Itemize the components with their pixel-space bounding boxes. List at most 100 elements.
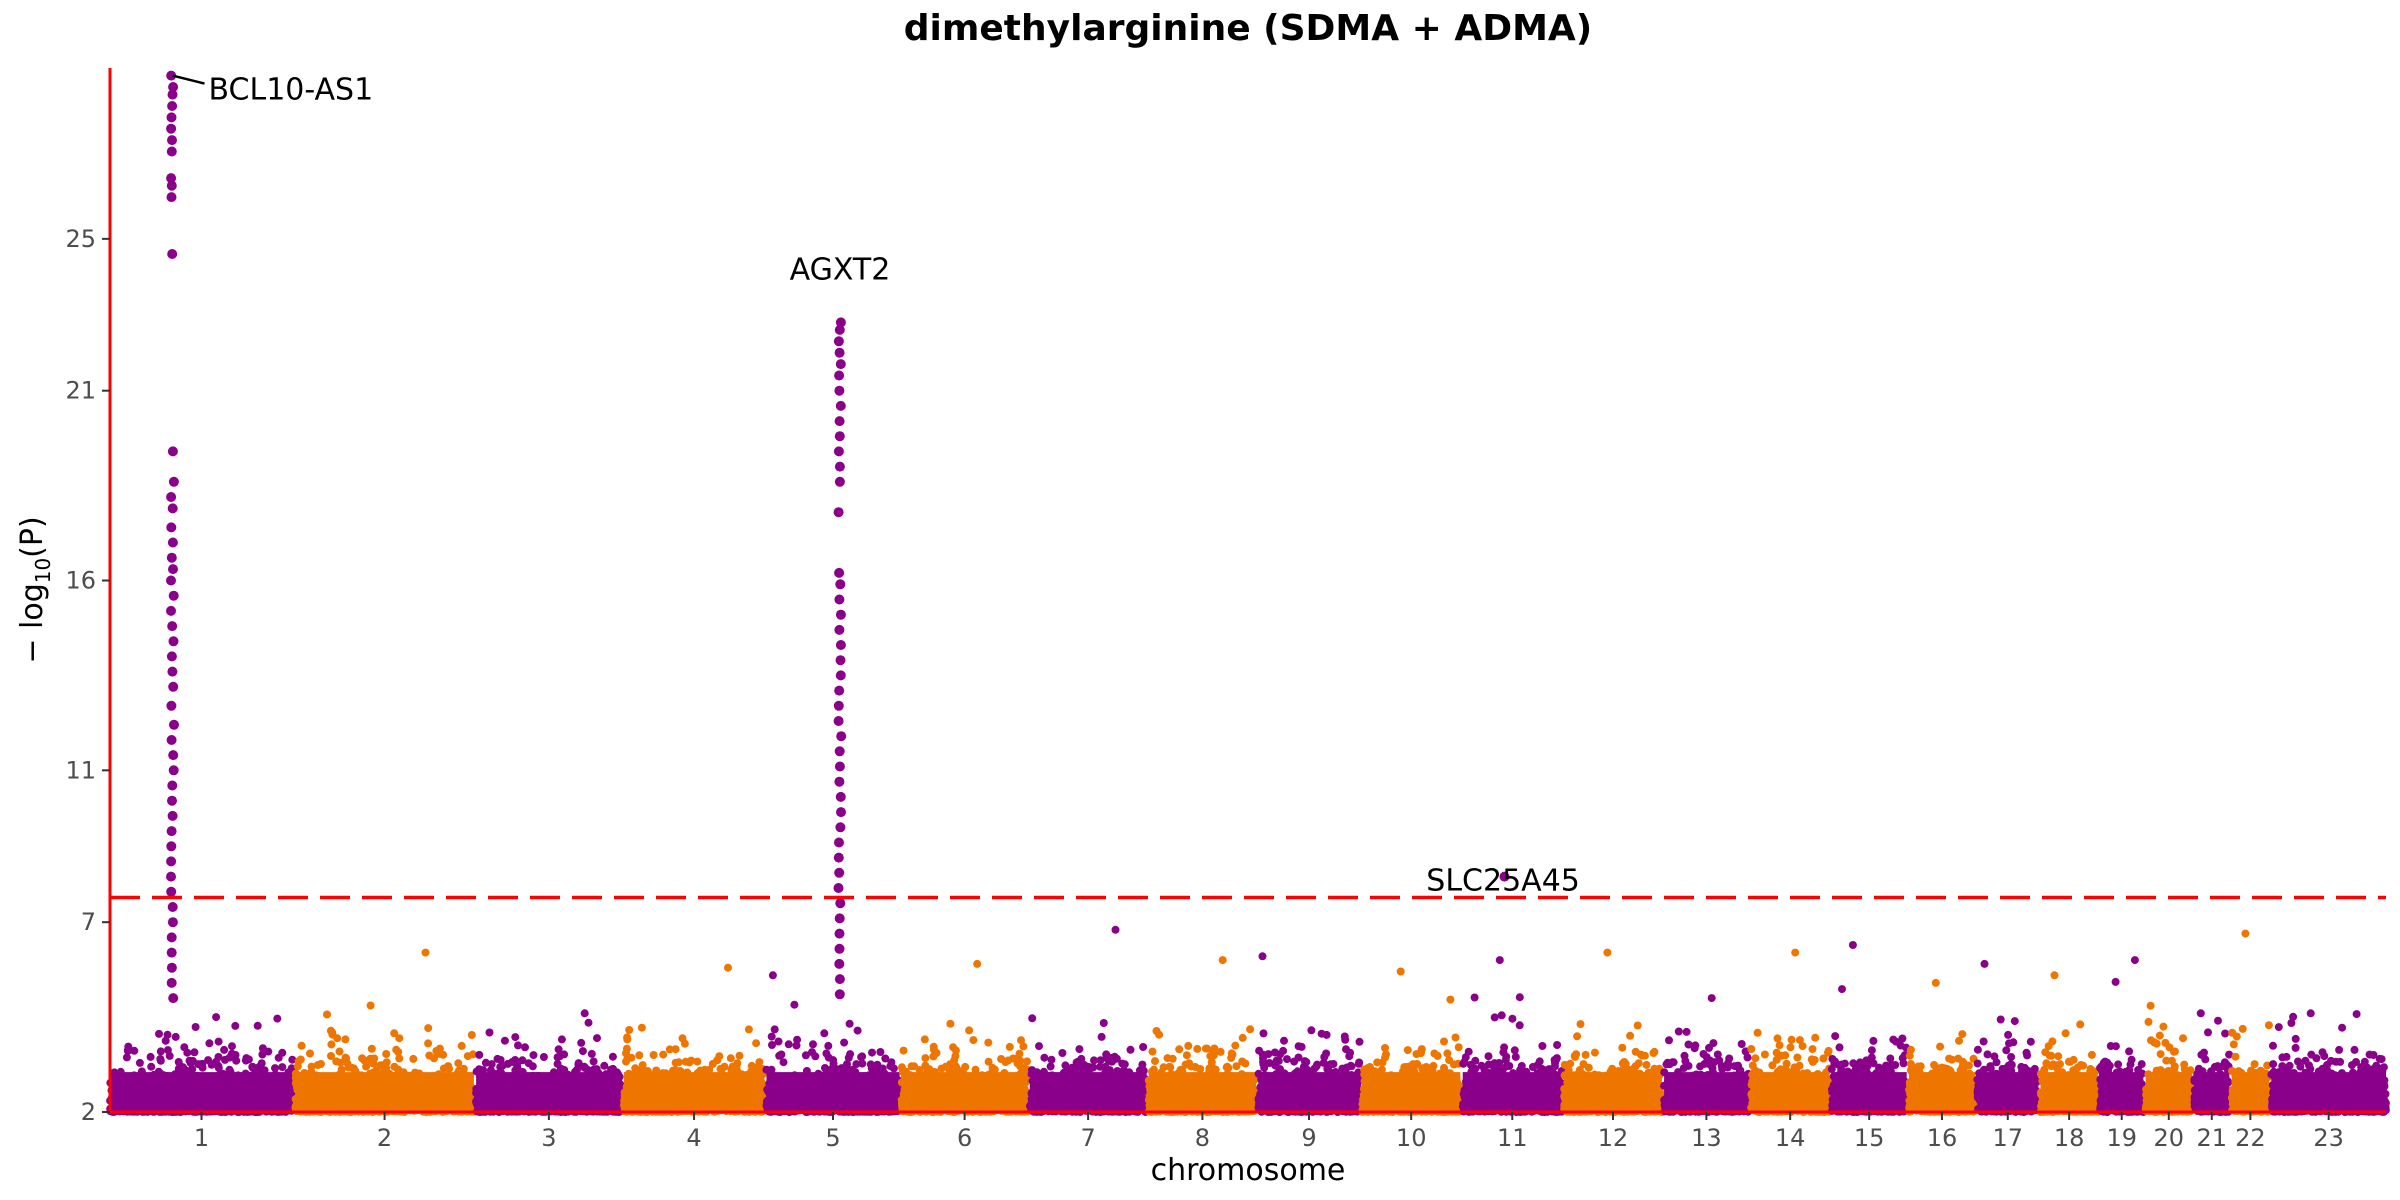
snp-point (392, 1045, 401, 1054)
chromosome-1-points (106, 1013, 297, 1116)
snp-point (680, 1039, 689, 1048)
snp-point (425, 1051, 434, 1060)
snp-point (514, 1041, 522, 1050)
snp-point (130, 1046, 139, 1055)
snp-point (528, 1062, 537, 1071)
snp-point (294, 1057, 303, 1066)
snp-point (248, 1062, 257, 1071)
snp-point (735, 1051, 744, 1060)
chromosome-4-points (619, 963, 769, 1116)
snp-point (622, 1049, 630, 1058)
snp-point (264, 1047, 273, 1056)
snp-point (135, 1058, 144, 1067)
data-points (106, 925, 2390, 1116)
chromosome-2-points (291, 948, 478, 1116)
snp-point (693, 1057, 702, 1066)
snp-point (258, 1050, 267, 1059)
snp-point (146, 1052, 155, 1061)
snp-point (227, 1049, 236, 1058)
snp-point (326, 1026, 335, 1035)
snp-point (171, 1032, 180, 1041)
snp-point (183, 1048, 192, 1057)
snp-point (214, 1053, 223, 1061)
chromosome-4-point-band (623, 1072, 765, 1112)
snp-point (500, 1036, 509, 1045)
snp-point (220, 1045, 229, 1054)
snp-point (198, 1063, 207, 1072)
snp-point (205, 1039, 214, 1048)
chart-title: dimethylarginine (SDMA + ADMA) (904, 8, 1592, 49)
snp-point (191, 1023, 200, 1031)
snp-point (156, 1056, 165, 1065)
snp-point (306, 1049, 314, 1058)
snp-point (253, 1021, 262, 1030)
snp-point (485, 1028, 494, 1037)
snp-point (577, 1038, 586, 1047)
snp-point (207, 1060, 216, 1069)
snp-point (457, 1041, 466, 1050)
snp-point (649, 1051, 658, 1059)
snp-point (747, 1061, 756, 1070)
snp-point (232, 1056, 241, 1065)
snp-point (574, 1060, 583, 1069)
snp-point (274, 1053, 283, 1062)
snp-point (587, 1049, 596, 1058)
snp-point (622, 1057, 630, 1066)
snp-point (147, 1062, 156, 1071)
snp-point (156, 1047, 165, 1056)
snp-point (671, 1045, 680, 1054)
snp-point (713, 1056, 722, 1065)
snp-point (188, 1065, 197, 1074)
snp-point (659, 1050, 668, 1059)
snp-point (580, 1009, 589, 1018)
snp-point (557, 1065, 566, 1073)
snp-point (124, 1042, 133, 1051)
snp-point (228, 1042, 236, 1051)
snp-point (244, 1055, 253, 1064)
snp-point (584, 1018, 593, 1027)
snp-point (635, 1051, 644, 1060)
snp-point (382, 1050, 391, 1058)
chromosome-1-point-band (110, 1072, 294, 1112)
snp-point (637, 1023, 646, 1032)
snp-point (323, 1010, 331, 1019)
snp-point (333, 1034, 342, 1043)
snp-point (190, 1048, 199, 1057)
snp-point (578, 1047, 587, 1056)
snp-point (726, 1054, 735, 1063)
snp-point (341, 1035, 350, 1044)
chromosome-2-point-band (295, 1072, 474, 1112)
snp-point (681, 1057, 690, 1066)
snp-point (316, 1060, 325, 1068)
snp-point (625, 1026, 634, 1034)
snp-point (327, 1052, 335, 1060)
snp-point (360, 1056, 369, 1065)
snp-point (348, 1064, 357, 1072)
snp-point (790, 1000, 799, 1009)
snp-point (752, 1039, 761, 1048)
snp-point (273, 1014, 282, 1023)
snp-point (366, 1001, 375, 1010)
snp-point (231, 1021, 240, 1030)
snp-point (555, 1052, 564, 1061)
snp-point (165, 1051, 174, 1060)
snp-point (724, 963, 732, 972)
snp-point (327, 1040, 336, 1049)
chromosome-3-points (472, 1009, 626, 1116)
snp-point (257, 1059, 266, 1068)
snp-point (671, 1058, 680, 1067)
snp-point (593, 1034, 601, 1043)
snp-point (557, 1035, 566, 1044)
snp-point (367, 1044, 376, 1053)
snp-point (161, 1036, 170, 1045)
snp-point (521, 1043, 529, 1052)
snp-point (271, 1064, 279, 1073)
snp-point (539, 1053, 548, 1061)
snp-point (424, 1039, 433, 1048)
snp-point (435, 1049, 444, 1058)
chromosome-3-point-band (476, 1072, 622, 1112)
snp-point (390, 1029, 399, 1038)
snp-point (297, 1041, 306, 1050)
chromosome-5-points (762, 971, 904, 1116)
snp-point (744, 1025, 753, 1034)
